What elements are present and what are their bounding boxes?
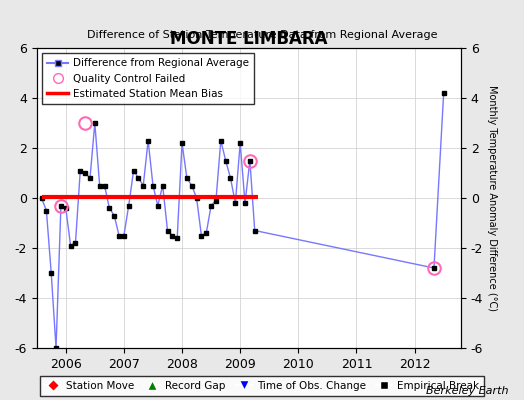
Text: Berkeley Earth: Berkeley Earth [426, 386, 508, 396]
Legend: Difference from Regional Average, Quality Control Failed, Estimated Station Mean: Difference from Regional Average, Qualit… [42, 53, 254, 104]
Text: Difference of Station Temperature Data from Regional Average: Difference of Station Temperature Data f… [87, 30, 437, 40]
Title: MONTE LIMBARA: MONTE LIMBARA [170, 30, 328, 48]
Y-axis label: Monthly Temperature Anomaly Difference (°C): Monthly Temperature Anomaly Difference (… [487, 85, 497, 311]
Legend: Station Move, Record Gap, Time of Obs. Change, Empirical Break: Station Move, Record Gap, Time of Obs. C… [40, 376, 484, 396]
